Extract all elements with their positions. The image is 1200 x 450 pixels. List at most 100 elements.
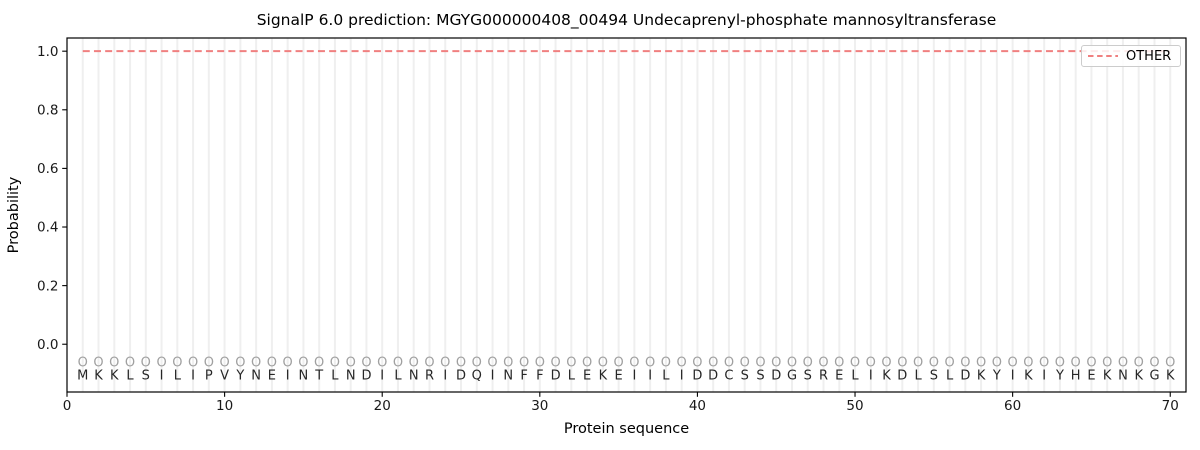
residue-letter: E [615, 369, 623, 384]
residue-marker: O [582, 356, 592, 371]
residue-marker: O [550, 356, 560, 371]
residue-letter: Y [235, 369, 244, 384]
residue-marker: O [188, 356, 198, 371]
residue-marker: O [1134, 356, 1144, 371]
residue-marker: O [409, 356, 419, 371]
x-tick-label: 40 [689, 398, 706, 414]
residue-letter: Y [992, 369, 1001, 384]
residue-letter: V [220, 369, 229, 384]
residue-marker: O [740, 356, 750, 371]
residue-marker: O [251, 356, 261, 371]
residue-letter: D [897, 369, 907, 384]
residue-letter: N [409, 369, 419, 384]
residue-letter: I [1011, 369, 1015, 384]
residue-marker: O [866, 356, 876, 371]
residue-marker: O [172, 356, 182, 371]
residue-letter: D [771, 369, 781, 384]
residue-letter: Y [1055, 369, 1064, 384]
residue-marker: O [614, 356, 624, 371]
residue-marker: O [1149, 356, 1159, 371]
residue-marker: O [267, 356, 277, 371]
residue-marker: O [535, 356, 545, 371]
residue-marker: O [771, 356, 781, 371]
residue-letter: L [331, 369, 339, 384]
axes-box [66, 37, 1187, 393]
x-tick-label: 70 [1162, 398, 1179, 414]
residue-marker: O [1102, 356, 1112, 371]
residue-letter: I [160, 369, 164, 384]
residue-letter: M [77, 369, 88, 384]
x-tick-label: 60 [1004, 398, 1021, 414]
y-tick-label: 1.0 [37, 44, 58, 60]
residue-letter: G [787, 369, 797, 384]
residue-letter: F [536, 369, 543, 384]
residue-letter: E [1087, 369, 1095, 384]
x-tick-label: 10 [216, 398, 233, 414]
residue-letter: N [1118, 369, 1128, 384]
residue-letter: L [914, 369, 922, 384]
residue-letter: D [960, 369, 970, 384]
residue-marker: O [929, 356, 939, 371]
residue-marker: O [219, 356, 229, 371]
residue-marker: O [944, 356, 954, 371]
residue-marker: O [834, 356, 844, 371]
residue-letter: D [692, 369, 702, 384]
residue-marker: O [204, 356, 214, 371]
residue-letter: I [869, 369, 873, 384]
residue-letter: I [648, 369, 652, 384]
residue-letter: K [1024, 369, 1033, 384]
residue-marker: O [818, 356, 828, 371]
residue-marker: O [440, 356, 450, 371]
residue-letter: D [361, 369, 371, 384]
residue-letter: P [205, 369, 213, 384]
residue-marker: O [1165, 356, 1175, 371]
residue-letter: N [346, 369, 356, 384]
residue-letter: C [724, 369, 733, 384]
residue-marker: O [141, 356, 151, 371]
residue-letter: G [1149, 369, 1159, 384]
y-tick-label: 0.2 [37, 278, 58, 294]
residue-marker: O [1008, 356, 1018, 371]
residue-marker: O [992, 356, 1002, 371]
residue-marker: O [125, 356, 135, 371]
residue-letter: L [662, 369, 670, 384]
residue-letter: N [503, 369, 513, 384]
residue-letter: T [314, 369, 323, 384]
residue-letter: K [1134, 369, 1143, 384]
residue-letter: N [251, 369, 261, 384]
residue-marker: O [235, 356, 245, 371]
residue-letter: D [708, 369, 718, 384]
residue-letter: K [94, 369, 103, 384]
residue-letter: I [380, 369, 384, 384]
residue-marker: O [913, 356, 923, 371]
residue-letter: S [756, 369, 764, 384]
residue-letter: E [583, 369, 591, 384]
residue-marker: O [566, 356, 576, 371]
residue-letter: I [286, 369, 290, 384]
residue-marker: O [692, 356, 702, 371]
residue-letter: I [191, 369, 195, 384]
residue-marker: O [645, 356, 655, 371]
residue-marker: O [708, 356, 718, 371]
x-tick-label: 30 [531, 398, 548, 414]
residue-letter: I [443, 369, 447, 384]
legend: OTHER [1081, 45, 1182, 67]
residue-marker: O [346, 356, 356, 371]
residue-marker: O [724, 356, 734, 371]
residue-marker: O [897, 356, 907, 371]
residue-letter: K [1103, 369, 1112, 384]
residue-letter: E [835, 369, 843, 384]
x-tick-label: 20 [374, 398, 391, 414]
residue-marker: O [1086, 356, 1096, 371]
residue-marker: O [503, 356, 513, 371]
residue-marker: O [881, 356, 891, 371]
y-tick-label: 0.0 [37, 337, 58, 353]
residue-marker: O [1055, 356, 1065, 371]
residue-letter: S [930, 369, 938, 384]
residue-letter: E [268, 369, 276, 384]
residue-letter: K [1166, 369, 1175, 384]
residue-marker: O [93, 356, 103, 371]
residue-marker: O [1118, 356, 1128, 371]
residue-letter: L [568, 369, 576, 384]
